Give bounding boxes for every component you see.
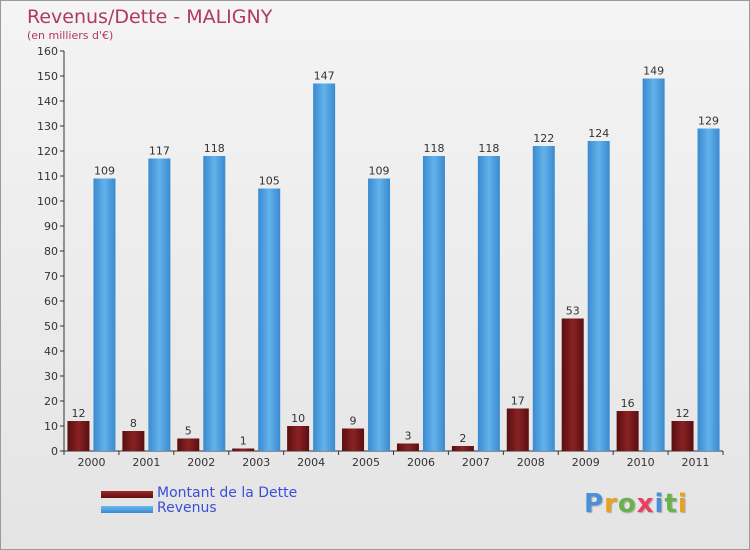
logo-letter: r (604, 489, 618, 519)
data-label-dette: 9 (350, 415, 357, 428)
data-label-revenus: 109 (369, 165, 390, 178)
bar-dette (561, 318, 584, 451)
bar-dette (67, 421, 90, 451)
logo-letter: i (654, 489, 665, 519)
x-tick-label: 2007 (462, 456, 490, 469)
logo-letter: o (617, 489, 637, 519)
data-label-dette: 10 (291, 412, 305, 425)
data-label-revenus: 105 (259, 175, 280, 188)
y-tick-label: 20 (44, 395, 58, 408)
data-label-revenus: 117 (149, 145, 170, 158)
x-tick-label: 2002 (187, 456, 215, 469)
logo-letter: i (677, 489, 688, 519)
chart-title: Revenus/Dette - MALIGNY (27, 6, 273, 28)
bar-dette (287, 426, 310, 451)
y-tick-label: 160 (37, 45, 58, 58)
x-tick-label: 2011 (682, 456, 710, 469)
data-label-revenus: 118 (204, 142, 225, 155)
logo-letter: P (584, 489, 605, 519)
legend-label-dette: Montant de la Dette (157, 485, 298, 501)
x-tick-label: 2004 (297, 456, 325, 469)
y-tick-label: 50 (44, 320, 58, 333)
bar-revenus (477, 156, 500, 451)
data-label-revenus: 147 (314, 70, 335, 83)
y-tick-label: 110 (37, 170, 58, 183)
y-tick-label: 70 (44, 270, 58, 283)
bar-dette (396, 443, 419, 451)
data-label-dette: 17 (511, 395, 525, 408)
data-label-revenus: 118 (478, 142, 499, 155)
legend-label-revenus: Revenus (157, 500, 217, 516)
data-label-dette: 12 (71, 407, 85, 420)
data-label-revenus: 122 (533, 132, 554, 145)
bar-revenus (642, 78, 665, 451)
data-label-dette: 3 (404, 430, 411, 443)
bar-revenus (93, 178, 116, 451)
bar-revenus (258, 188, 281, 451)
data-label-dette: 16 (621, 397, 635, 410)
x-tick-label: 2009 (572, 456, 600, 469)
bar-revenus (148, 158, 171, 451)
x-tick-label: 2001 (132, 456, 160, 469)
bar-revenus (422, 156, 445, 451)
bar-revenus (203, 156, 226, 451)
logo-letter: x (636, 489, 655, 519)
bar-revenus (368, 178, 391, 451)
bar-dette (671, 421, 694, 451)
data-label-revenus: 149 (643, 65, 664, 78)
x-tick-label: 2010 (627, 456, 655, 469)
x-tick-label: 2005 (352, 456, 380, 469)
bar-dette (232, 448, 255, 451)
bar-dette (122, 431, 145, 451)
data-label-revenus: 124 (588, 127, 609, 140)
bar-dette (451, 446, 474, 451)
data-label-dette: 2 (459, 432, 466, 445)
data-label-dette: 1 (240, 435, 247, 448)
data-label-dette: 5 (185, 425, 192, 438)
data-label-dette: 8 (130, 417, 137, 430)
y-tick-label: 90 (44, 220, 58, 233)
data-label-revenus: 109 (94, 165, 115, 178)
bar-dette (616, 411, 639, 451)
bar-dette (506, 408, 529, 451)
bar-dette (177, 438, 200, 451)
y-tick-label: 150 (37, 70, 58, 83)
data-label-dette: 12 (676, 407, 690, 420)
bar-revenus (697, 128, 720, 451)
proxiti-logo: Proxiti (584, 489, 688, 519)
legend-swatch-dette (101, 491, 153, 498)
y-tick-label: 60 (44, 295, 58, 308)
x-tick-label: 2008 (517, 456, 545, 469)
data-label-dette: 53 (566, 305, 580, 318)
bar-dette (342, 428, 365, 451)
y-tick-label: 0 (51, 445, 58, 458)
data-label-revenus: 129 (698, 115, 719, 128)
bar-revenus (587, 141, 610, 451)
data-label-revenus: 118 (423, 142, 444, 155)
x-tick-label: 2003 (242, 456, 270, 469)
y-tick-label: 120 (37, 145, 58, 158)
x-tick-label: 2006 (407, 456, 435, 469)
legend-swatch-revenus (101, 506, 153, 513)
y-tick-label: 40 (44, 345, 58, 358)
bar-revenus (313, 83, 336, 451)
bar-revenus (532, 146, 555, 451)
y-tick-label: 10 (44, 420, 58, 433)
logo-letter: t (664, 489, 678, 519)
y-tick-label: 100 (37, 195, 58, 208)
y-tick-label: 80 (44, 245, 58, 258)
y-tick-label: 130 (37, 120, 58, 133)
y-tick-label: 140 (37, 95, 58, 108)
chart-subtitle: (en milliers d'€) (27, 29, 114, 42)
y-tick-label: 30 (44, 370, 58, 383)
x-tick-label: 2000 (77, 456, 105, 469)
